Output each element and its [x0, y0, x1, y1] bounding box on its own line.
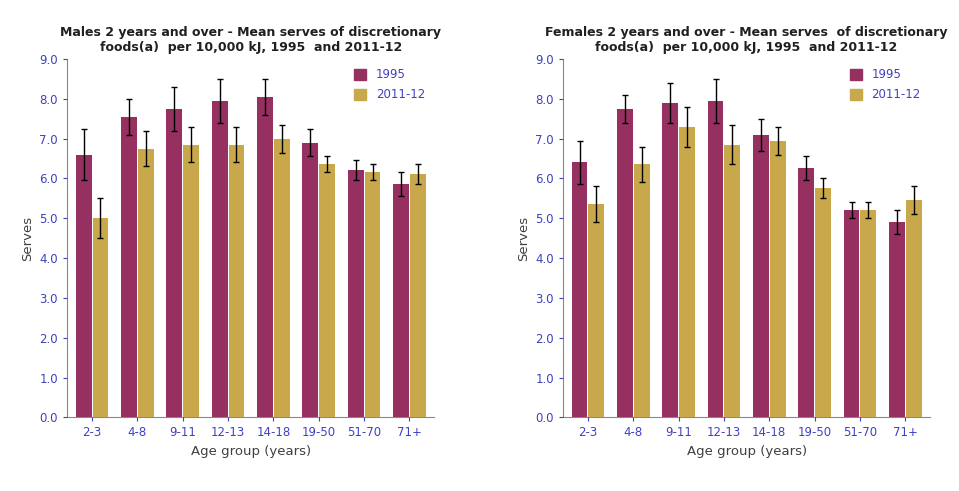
- Bar: [409, 174, 426, 417]
- Bar: [815, 189, 830, 417]
- Bar: [572, 163, 588, 417]
- Bar: [167, 109, 182, 417]
- Bar: [212, 101, 227, 417]
- Bar: [348, 170, 363, 417]
- X-axis label: Age group (years): Age group (years): [191, 445, 311, 458]
- Bar: [319, 164, 335, 417]
- Bar: [798, 168, 814, 417]
- Title: Females 2 years and over - Mean serves  of discretionary
foods(a)  per 10,000 kJ: Females 2 years and over - Mean serves o…: [546, 26, 947, 54]
- Bar: [76, 155, 92, 417]
- Bar: [679, 127, 695, 417]
- Bar: [905, 200, 922, 417]
- Bar: [302, 142, 318, 417]
- Bar: [228, 144, 245, 417]
- Bar: [663, 103, 678, 417]
- Bar: [634, 164, 649, 417]
- Bar: [724, 144, 740, 417]
- Bar: [183, 144, 199, 417]
- Bar: [121, 117, 137, 417]
- Bar: [393, 185, 409, 417]
- Bar: [257, 97, 273, 417]
- Y-axis label: Serves: Serves: [21, 216, 34, 261]
- Bar: [860, 210, 877, 417]
- Bar: [708, 101, 723, 417]
- Bar: [274, 138, 290, 417]
- Bar: [889, 222, 905, 417]
- Y-axis label: Serves: Serves: [517, 216, 529, 261]
- Bar: [364, 172, 381, 417]
- Legend: 1995, 2011-12: 1995, 2011-12: [847, 65, 924, 105]
- Bar: [92, 218, 108, 417]
- Bar: [617, 109, 633, 417]
- X-axis label: Age group (years): Age group (years): [687, 445, 807, 458]
- Title: Males 2 years and over - Mean serves of discretionary
foods(a)  per 10,000 kJ, 1: Males 2 years and over - Mean serves of …: [60, 26, 441, 54]
- Bar: [753, 135, 769, 417]
- Bar: [588, 204, 604, 417]
- Bar: [138, 149, 153, 417]
- Bar: [844, 210, 859, 417]
- Legend: 1995, 2011-12: 1995, 2011-12: [351, 65, 429, 105]
- Bar: [770, 140, 785, 417]
